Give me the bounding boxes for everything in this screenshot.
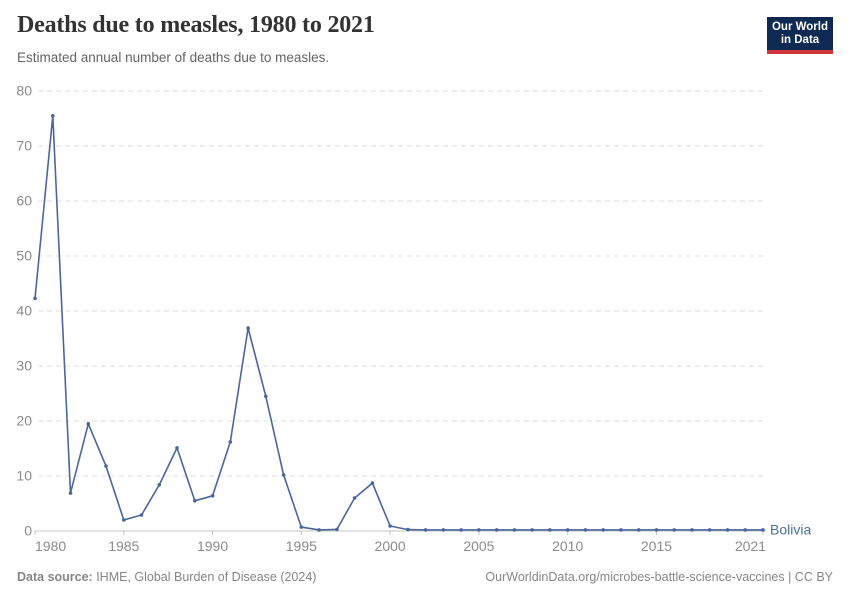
data-source-label: Data source:: [17, 570, 93, 584]
owid-logo-line2: in Data: [780, 34, 820, 46]
owid-logo: Our World in Data: [767, 17, 833, 54]
data-point: [352, 496, 357, 500]
y-tick-label: 50: [16, 248, 32, 264]
owid-logo-text: Our World in Data: [767, 17, 833, 50]
credit-link[interactable]: OurWorldinData.org/microbes-battle-scien…: [485, 570, 833, 584]
x-tick-label: 2000: [375, 538, 406, 554]
x-tick-label: 1995: [286, 538, 317, 554]
y-tick-label: 80: [16, 83, 32, 99]
data-point: [636, 528, 641, 532]
data-point: [86, 422, 91, 426]
x-tick-label: 2005: [463, 538, 494, 554]
x-tick-label: 2010: [552, 538, 583, 554]
data-point: [104, 464, 108, 468]
data-point: [583, 528, 588, 532]
data-point: [761, 528, 765, 532]
chart-subtitle: Estimated annual number of deaths due to…: [17, 50, 330, 65]
data-point: [122, 518, 126, 522]
chart-footer: Data source: IHME, Global Burden of Dise…: [17, 566, 833, 588]
data-point: [175, 446, 179, 450]
y-tick-label: 40: [16, 303, 32, 319]
data-point: [335, 527, 339, 532]
x-tick-label: 2021: [735, 538, 766, 554]
x-tick-label: 1980: [35, 538, 66, 554]
data-point: [388, 524, 392, 528]
data-source-text: IHME, Global Burden of Disease (2024): [92, 570, 317, 584]
y-tick-label: 10: [16, 468, 32, 484]
data-point: [441, 528, 446, 532]
data-point: [264, 394, 268, 399]
data-line: [34, 115, 764, 531]
data-point: [139, 513, 144, 517]
data-point: [690, 528, 694, 532]
y-tick-label: 30: [16, 358, 32, 374]
data-point: [317, 528, 321, 532]
data-point: [654, 528, 659, 532]
owid-logo-red-bar: [767, 50, 833, 54]
data-point: [494, 528, 499, 532]
data-point: [725, 528, 730, 532]
data-point: [512, 528, 517, 532]
y-tick-label: 0: [24, 523, 32, 539]
data-point: [406, 527, 410, 532]
data-point: [370, 481, 375, 485]
owid-logo-line1: Our World: [771, 21, 828, 33]
data-point: [619, 528, 623, 532]
data-source: Data source: IHME, Global Burden of Dise…: [17, 570, 316, 584]
y-tick-label: 20: [16, 413, 32, 429]
entity-label: Bolivia: [770, 521, 811, 537]
data-point: [210, 494, 215, 498]
x-tick-label: 2015: [641, 538, 672, 554]
data-point: [157, 483, 162, 487]
data-point: [281, 473, 286, 477]
x-tick-label: 1990: [197, 538, 228, 554]
data-point: [228, 440, 233, 444]
data-point: [423, 528, 428, 532]
data-point: [246, 326, 250, 330]
data-point: [477, 528, 481, 532]
data-point: [743, 528, 747, 532]
y-tick-label: 70: [16, 138, 32, 154]
data-point: [672, 528, 676, 532]
data-point: [33, 296, 37, 301]
data-point: [193, 499, 197, 503]
data-point: [68, 491, 73, 495]
data-point: [530, 528, 534, 532]
data-point: [548, 528, 552, 532]
data-point: [707, 528, 712, 532]
page-title: Deaths due to measles, 1980 to 2021: [17, 12, 375, 38]
data-point: [51, 114, 55, 118]
x-tick-label: 1985: [108, 538, 139, 554]
data-point: [459, 528, 463, 532]
data-point: [565, 528, 570, 532]
data-point: [299, 525, 304, 529]
y-tick-label: 60: [16, 193, 32, 209]
data-point: [601, 528, 605, 532]
